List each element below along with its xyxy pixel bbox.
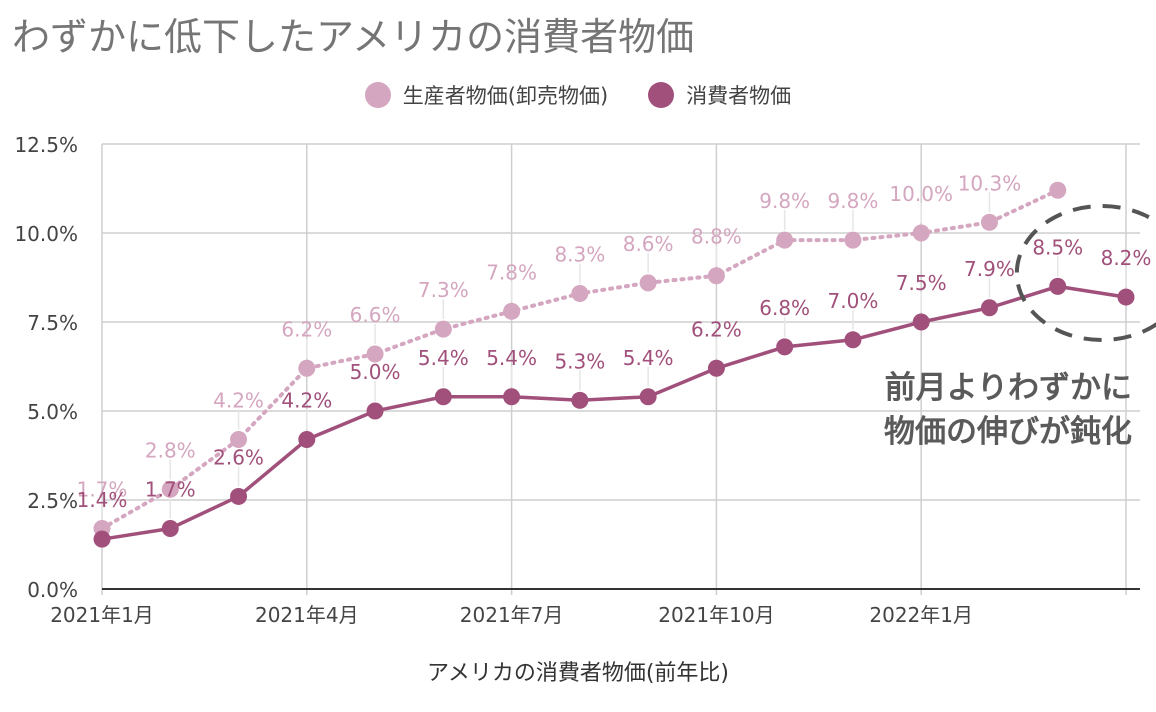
data-point-consumer-price <box>571 391 589 409</box>
data-label-producer-price: 7.8% <box>486 260 537 284</box>
data-point-consumer-price <box>639 388 657 406</box>
legend-label-consumer-price: 消費者物価 <box>686 84 792 108</box>
x-tick-label: 2022年1月 <box>869 603 973 627</box>
data-point-producer-price <box>844 231 862 249</box>
data-point-producer-price <box>776 231 794 249</box>
data-label-producer-price: 10.0% <box>889 182 953 206</box>
data-point-producer-price <box>571 285 589 303</box>
highlight-circle <box>1014 204 1156 342</box>
x-tick-label: 2021年7月 <box>460 603 564 627</box>
data-label-consumer-price: 4.2% <box>281 388 332 412</box>
data-point-producer-price <box>639 274 657 292</box>
x-tick-label: 2021年1月 <box>50 603 154 627</box>
data-point-consumer-price <box>776 338 794 356</box>
legend-marker-producer-price <box>364 82 391 108</box>
data-point-producer-price <box>298 359 316 377</box>
data-label-producer-price: 7.3% <box>418 278 469 302</box>
data-label-consumer-price: 6.8% <box>759 296 810 320</box>
data-label-consumer-price: 7.0% <box>828 289 879 313</box>
data-label-producer-price: 4.2% <box>213 388 264 412</box>
data-label-producer-price: 2.8% <box>145 438 196 462</box>
x-tick-label: 2021年4月 <box>255 603 359 627</box>
data-label-producer-price: 8.6% <box>623 232 674 256</box>
data-point-consumer-price <box>980 299 998 317</box>
annotation-line-1: 前月よりわずかに <box>884 370 1132 406</box>
data-point-consumer-price <box>298 430 316 448</box>
data-label-consumer-price: 2.6% <box>213 445 264 469</box>
data-point-consumer-price <box>161 519 179 537</box>
data-point-consumer-price <box>1049 277 1067 295</box>
legend: 生産者物価(卸売物価) 消費者物価 <box>0 80 1156 110</box>
data-point-producer-price <box>434 320 452 338</box>
y-tick-label: 2.5% <box>27 489 78 513</box>
data-point-consumer-price <box>503 388 521 406</box>
annotation-note: 前月よりわずかに 物価の伸びが鈍化 <box>884 366 1132 454</box>
annotation <box>1014 204 1156 342</box>
data-label-producer-price: 9.8% <box>759 189 810 213</box>
data-label-consumer-price: 5.0% <box>350 360 401 384</box>
y-tick-label: 0.0% <box>27 578 78 602</box>
y-axis: 0.0% 2.5% 5.0% 7.5% 10.0% 12.5% <box>14 133 78 602</box>
y-tick-label: 12.5% <box>14 133 78 157</box>
data-label-consumer-price: 8.2% <box>1101 246 1152 270</box>
data-point-producer-price <box>707 267 725 285</box>
data-point-producer-price <box>503 302 521 320</box>
x-tick-label: 2021年10月 <box>658 603 774 627</box>
data-point-consumer-price <box>93 530 111 548</box>
series-line-consumer-price <box>101 284 1127 541</box>
data-label-producer-price: 6.2% <box>281 317 332 341</box>
legend-label-producer-price: 生産者物価(卸売物価) <box>402 84 609 108</box>
data-point-consumer-price <box>1117 288 1135 306</box>
data-point-producer-price <box>912 224 930 242</box>
data-point-consumer-price <box>912 313 930 331</box>
legend-marker-consumer-price <box>648 82 675 108</box>
x-axis: 2021年1月 2021年4月 2021年7月 2021年10月 2022年1月 <box>50 603 973 627</box>
data-point-producer-price <box>366 345 384 363</box>
data-label-consumer-price: 6.2% <box>691 317 742 341</box>
data-point-consumer-price <box>707 359 725 377</box>
data-point-producer-price <box>230 430 248 448</box>
data-point-producer-price <box>1049 181 1067 199</box>
y-tick-label: 10.0% <box>14 222 78 246</box>
data-label-consumer-price: 5.4% <box>418 346 469 370</box>
series <box>93 181 1135 548</box>
data-point-consumer-price <box>844 331 862 349</box>
data-point-consumer-price <box>230 487 248 505</box>
annotation-line-2: 物価の伸びが鈍化 <box>884 414 1132 450</box>
legend-item-consumer-price[interactable]: 消費者物価 <box>648 80 791 110</box>
data-label-consumer-price: 1.7% <box>145 477 196 501</box>
data-label-consumer-price: 7.9% <box>964 257 1015 281</box>
data-point-consumer-price <box>434 388 452 406</box>
legend-item-producer-price[interactable]: 生産者物価(卸売物価) <box>364 80 609 110</box>
data-label-producer-price: 10.3% <box>958 171 1022 195</box>
data-label-consumer-price: 5.4% <box>623 346 674 370</box>
data-label-consumer-price: 1.4% <box>77 488 128 512</box>
data-label-producer-price: 9.8% <box>828 189 879 213</box>
y-tick-label: 5.0% <box>27 400 78 424</box>
data-labels: 1.7% 2.8% 4.2% 6.2% 6.6% 7.3% 7.8% 8.3% 8.6% 8.8%… <box>77 171 1152 512</box>
y-tick-label: 7.5% <box>27 311 78 335</box>
data-point-consumer-price <box>366 402 384 420</box>
data-label-producer-price: 8.3% <box>554 243 605 267</box>
chart-title: わずかに低下したアメリカの消費者物価 <box>12 15 695 59</box>
x-axis-title: アメリカの消費者物価(前年比) <box>426 661 730 686</box>
data-label-consumer-price: 5.3% <box>554 349 605 373</box>
data-label-consumer-price: 5.4% <box>486 346 537 370</box>
data-label-consumer-price: 7.5% <box>896 271 947 295</box>
data-point-producer-price <box>980 213 998 231</box>
data-point-producer-price <box>161 480 179 498</box>
data-label-consumer-price: 8.5% <box>1032 235 1083 259</box>
data-label-producer-price: 6.6% <box>350 303 401 327</box>
data-label-producer-price: 8.8% <box>691 225 742 249</box>
data-label-producer-price: 1.7% <box>77 477 128 501</box>
